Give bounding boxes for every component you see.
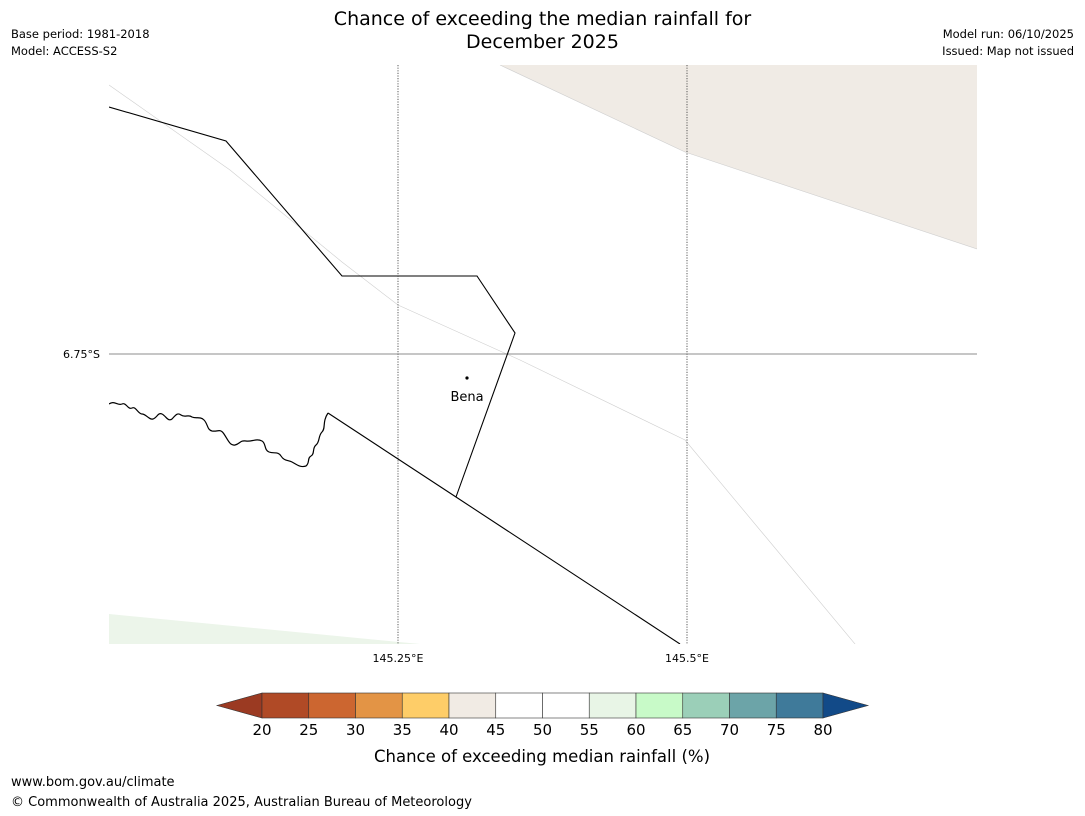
latitude-label: 6.75°S	[63, 348, 100, 361]
colorbar-bin	[588, 692, 637, 719]
colorbar-bin	[635, 692, 684, 719]
footer-url: www.bom.gov.au/climate	[11, 775, 175, 790]
base-period: Base period: 1981-2018	[11, 27, 150, 41]
colorbar-tick-label: 20	[252, 721, 271, 739]
map-title: Chance of exceeding the median rainfall …	[0, 8, 1085, 54]
longitude-label-145-5: 145.5°E	[665, 652, 709, 665]
colorbar-tick-label: 40	[439, 721, 458, 739]
colorbar-bin	[261, 692, 310, 719]
colorbar-tick-label: 35	[393, 721, 412, 739]
colorbar-bin	[401, 692, 450, 719]
colorbar-tick-label: 45	[486, 721, 505, 739]
meta-left: Base period: 1981-2018 Model: ACCESS-S2	[11, 26, 150, 60]
colorbar-bin	[775, 692, 824, 719]
colorbar-bin	[542, 692, 590, 719]
colorbar: 20 25 30 35 40 45 50 55 60 65 70 75 80	[215, 692, 870, 739]
colorbar-bin	[682, 692, 730, 719]
title-line-1: Chance of exceeding the median rainfall …	[333, 8, 752, 30]
region-boundary-upper-edge	[499, 65, 977, 250]
colorbar-bin	[495, 692, 543, 719]
colorbar-tick-label: 80	[813, 721, 832, 739]
colorbar-tick-label: 25	[299, 721, 318, 739]
colorbar-label: Chance of exceeding median rainfall (%)	[374, 747, 710, 766]
place-marker	[465, 376, 469, 380]
river	[109, 401, 329, 468]
colorbar-bin	[308, 692, 356, 719]
colorbar-tick-label: 30	[346, 721, 365, 739]
province-boundary-lower	[327, 412, 681, 644]
footer-copyright: © Commonwealth of Australia 2025, Austra…	[11, 795, 472, 810]
model-name: Model: ACCESS-S2	[11, 44, 118, 58]
colorbar-tick-label: 55	[580, 721, 599, 739]
model-run: Model run: 06/10/2025	[942, 27, 1074, 41]
colorbar-tick-label: 50	[533, 721, 552, 739]
issued-status: Issued: Map not issued	[942, 44, 1074, 58]
colorbar-bin	[448, 692, 497, 719]
province-boundary	[109, 106, 516, 498]
colorbar-tick-label: 60	[626, 721, 645, 739]
colorbar-tick-label: 65	[673, 721, 692, 739]
colorbar-under-arrow	[215, 692, 263, 719]
colorbar-bin	[355, 692, 403, 719]
shaded-region-40-45	[500, 65, 977, 249]
shaded-region-55-60	[109, 614, 420, 644]
meta-right: Model run: 06/10/2025 Issued: Map not is…	[942, 26, 1074, 60]
colorbar-tick-label: 70	[720, 721, 739, 739]
place-label: Bena	[450, 390, 483, 405]
colorbar-bin	[729, 692, 777, 719]
colorbar-over-arrow	[822, 692, 870, 719]
longitude-label-145-25: 145.25°E	[373, 652, 424, 665]
title-line-2: December 2025	[466, 31, 619, 53]
colorbar-tick-label: 75	[767, 721, 786, 739]
